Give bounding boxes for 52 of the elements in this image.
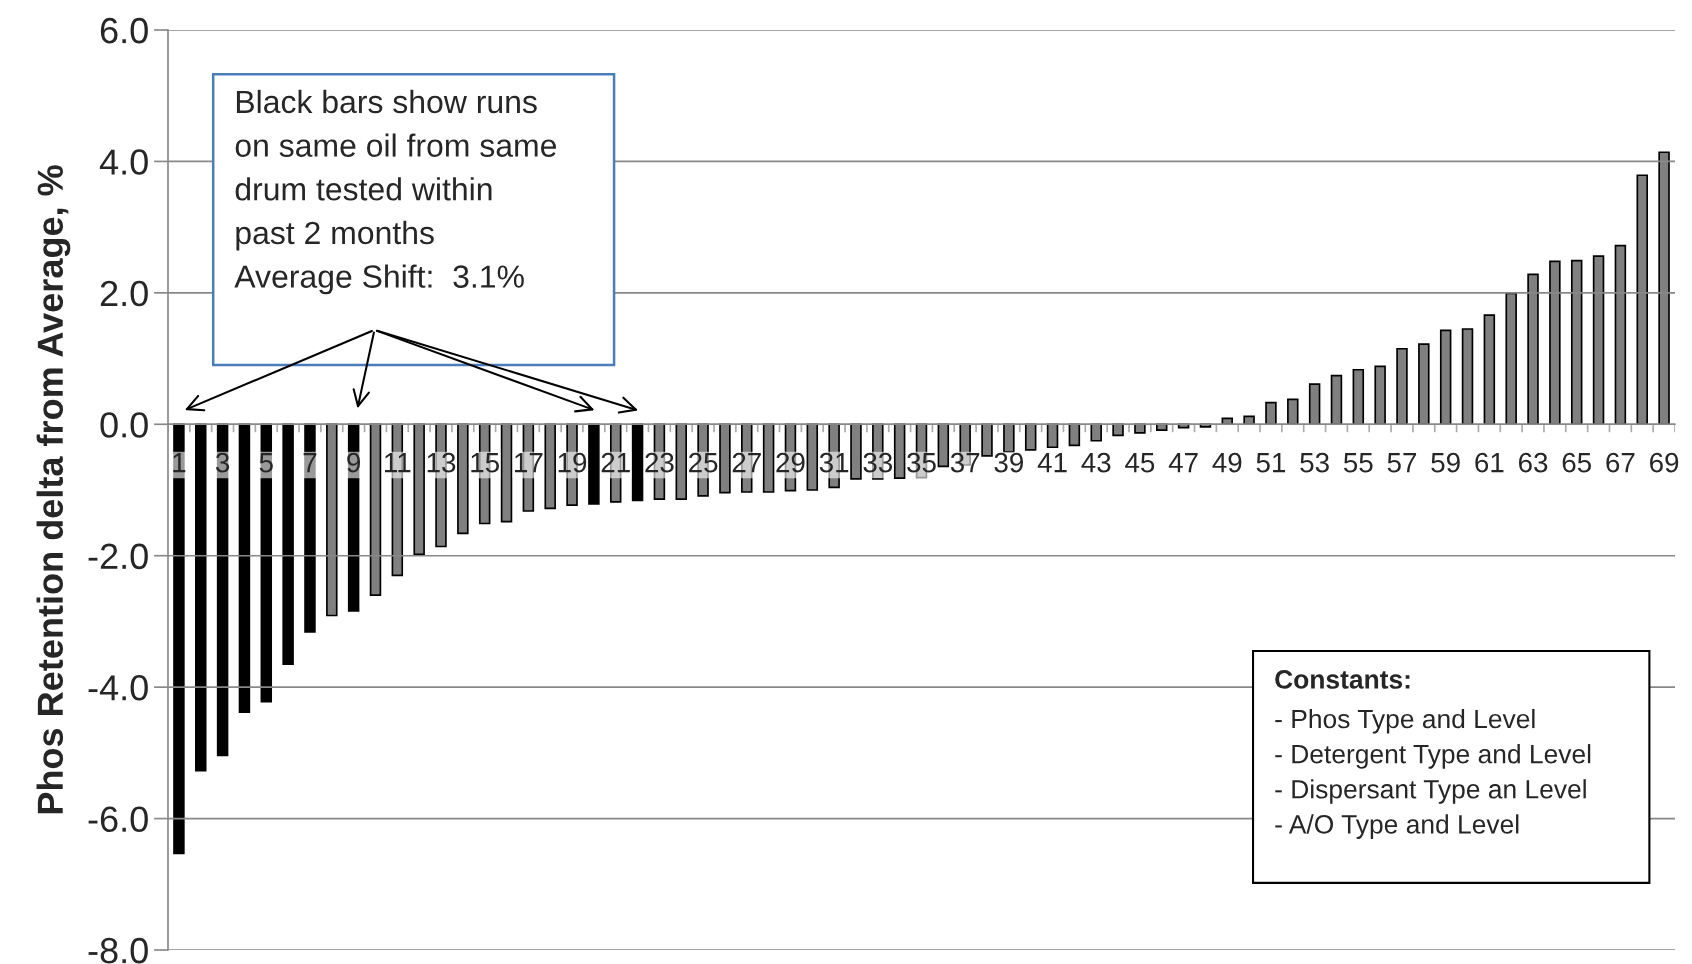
y-tick-label: 6.0 <box>100 17 148 44</box>
y-tick-label: 4.0 <box>99 149 148 175</box>
y-tick-label: -4.0 <box>88 675 148 701</box>
x-tick-label: 55 <box>1343 453 1373 473</box>
y-tick-label: -6.0 <box>88 806 148 833</box>
x-tick-label: 29 <box>776 452 805 473</box>
x-tick-label: 21 <box>601 452 630 473</box>
x-tick-label: 25 <box>689 452 718 473</box>
x-tick-label: 51 <box>1256 453 1286 473</box>
x-tick-label: 15 <box>471 453 499 473</box>
x-tick-label: 67 <box>1606 452 1635 473</box>
x-tick-label: 61 <box>1475 452 1504 473</box>
x-tick-label: 41 <box>1037 453 1067 473</box>
y-tick-label: 0.0 <box>100 412 148 438</box>
x-tick-label: 17 <box>515 453 543 473</box>
bar <box>588 423 600 505</box>
x-tick-label: 33 <box>863 452 893 473</box>
x-tick-label: 63 <box>1519 452 1548 473</box>
bar <box>282 423 294 665</box>
bar <box>195 423 207 772</box>
bar <box>304 423 316 633</box>
x-tick-label: 49 <box>1212 452 1242 473</box>
x-tick-label: 39 <box>994 452 1023 473</box>
x-tick-label: 27 <box>732 452 761 473</box>
bar <box>260 423 273 703</box>
x-tick-label: 47 <box>1168 453 1198 473</box>
y-tick-label: -2.0 <box>88 543 148 570</box>
y-tick-label: -8.0 <box>88 937 148 964</box>
annotation: Constants: <box>1275 670 1410 689</box>
bar <box>238 423 251 713</box>
y-tick-label: 2.0 <box>100 280 148 307</box>
x-tick-label: 11 <box>385 453 411 473</box>
x-tick-label: 53 <box>1300 452 1329 473</box>
x-tick-label: 65 <box>1562 452 1591 473</box>
x-tick-label: 57 <box>1387 453 1417 473</box>
x-tick-label: 59 <box>1431 452 1460 473</box>
x-tick-label: 23 <box>645 452 674 473</box>
bar <box>631 423 644 502</box>
x-tick-label: 13 <box>427 452 456 473</box>
x-tick-label: 19 <box>558 452 587 473</box>
x-tick-label: 37 <box>950 452 980 473</box>
annotation: - Phos Type and Level - Detergent Type and Level - Dispersant Type an Level - A/O Type and Level <box>1275 708 1591 839</box>
bar <box>216 423 229 757</box>
annotation: Black bars show runs on same oil from same drum tested within past 2 months Average Shift: 3.1% <box>234 89 556 295</box>
y-axis-title: Phos Retention delta from Average, % <box>36 165 71 814</box>
x-tick-label: 31 <box>819 452 849 473</box>
x-tick-label: 45 <box>1125 453 1155 473</box>
x-tick-label: 35 <box>907 452 936 473</box>
bar <box>173 423 185 855</box>
bar <box>347 423 360 612</box>
x-tick-label: 69 <box>1650 452 1679 473</box>
x-tick-label: 43 <box>1081 452 1111 473</box>
